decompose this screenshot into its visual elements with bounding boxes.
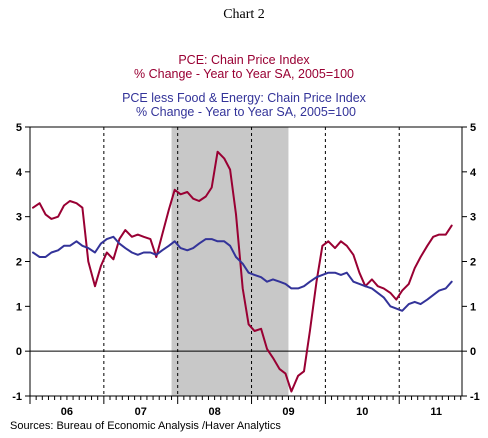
x-tick-label: 07 (135, 406, 147, 418)
chart-title-line: PCE less Food & Energy: Chain Price Inde… (122, 91, 367, 105)
y-tick-label-left: 5 (16, 122, 22, 134)
x-tick-label: 09 (282, 406, 294, 418)
y-tick-label-right: 3 (470, 212, 476, 224)
y-tick-label-right: 1 (470, 301, 476, 313)
series-line-2 (32, 235, 453, 312)
y-tick-label-right: 5 (470, 122, 476, 134)
y-tick-label-left: 2 (16, 257, 22, 269)
source-note: Sources: Bureau of Economic Analysis /Ha… (10, 420, 281, 432)
x-tick-label: 06 (61, 406, 73, 418)
y-tick-label-left: 3 (16, 212, 22, 224)
chart-title-line: % Change - Year to Year SA, 2005=100 (134, 67, 354, 81)
x-tick-label: 11 (430, 406, 442, 418)
chart-caption: Chart 2 (223, 7, 265, 22)
y-tick-label-right: 2 (470, 257, 476, 269)
chart-title-line: % Change - Year to Year SA, 2005=100 (136, 105, 356, 119)
chart-title-line: PCE: Chain Price Index (178, 53, 310, 67)
y-tick-label-left: 0 (16, 346, 22, 358)
x-tick-label: 10 (356, 406, 368, 418)
y-tick-label-right: -1 (470, 391, 480, 403)
y-tick-label-right: 0 (470, 346, 476, 358)
series-line-1 (32, 150, 453, 393)
y-tick-label-left: 4 (16, 167, 23, 179)
y-tick-label-right: 4 (470, 167, 477, 179)
y-tick-label-left: -1 (12, 391, 22, 403)
x-tick-label: 08 (208, 406, 220, 418)
y-tick-label-left: 1 (16, 301, 22, 313)
